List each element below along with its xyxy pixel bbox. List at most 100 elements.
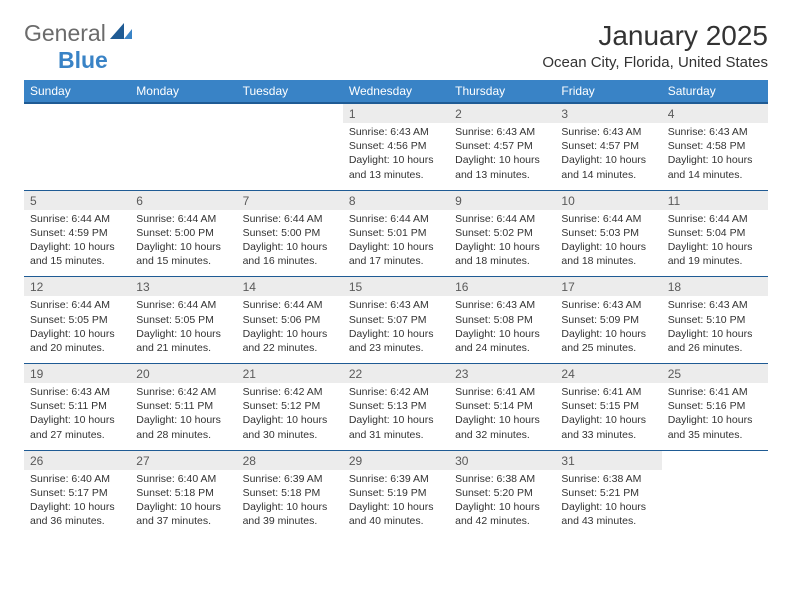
sunset-line: Sunset: 5:15 PM <box>561 399 655 413</box>
sunset-line: Sunset: 5:17 PM <box>30 486 124 500</box>
header: GeneralBlue January 2025 Ocean City, Flo… <box>24 20 768 74</box>
daylight-line: Daylight: 10 hours and 14 minutes. <box>668 153 762 181</box>
date-number: 18 <box>668 280 681 294</box>
details-cell: Sunrise: 6:43 AMSunset: 4:57 PMDaylight:… <box>449 123 555 190</box>
sunset-line: Sunset: 5:16 PM <box>668 399 762 413</box>
date-number: 11 <box>668 194 680 208</box>
date-row: 567891011 <box>24 190 768 210</box>
date-cell <box>24 103 130 123</box>
daylight-line: Daylight: 10 hours and 36 minutes. <box>30 500 124 528</box>
date-row: 12 3 4 <box>24 103 768 123</box>
month-title: January 2025 <box>542 20 768 52</box>
sunrise-line: Sunrise: 6:41 AM <box>455 385 549 399</box>
date-number: 2 <box>455 107 462 121</box>
daylight-line: Daylight: 10 hours and 27 minutes. <box>30 413 124 441</box>
sunrise-line: Sunrise: 6:42 AM <box>349 385 443 399</box>
date-cell <box>130 103 236 123</box>
daylight-line: Daylight: 10 hours and 18 minutes. <box>455 240 549 268</box>
sunrise-line: Sunrise: 6:44 AM <box>243 298 337 312</box>
details-cell: Sunrise: 6:44 AMSunset: 5:00 PMDaylight:… <box>237 210 343 277</box>
sunset-line: Sunset: 5:20 PM <box>455 486 549 500</box>
daylight-line: Daylight: 10 hours and 18 minutes. <box>561 240 655 268</box>
date-cell <box>662 450 768 470</box>
sunset-line: Sunset: 5:02 PM <box>455 226 549 240</box>
details-cell: Sunrise: 6:40 AMSunset: 5:18 PMDaylight:… <box>130 470 236 537</box>
details-cell: Sunrise: 6:44 AMSunset: 5:00 PMDaylight:… <box>130 210 236 277</box>
details-cell: Sunrise: 6:44 AMSunset: 4:59 PMDaylight:… <box>24 210 130 277</box>
daylight-line: Daylight: 10 hours and 28 minutes. <box>136 413 230 441</box>
date-number: 30 <box>455 454 468 468</box>
date-row: 19202122232425 <box>24 364 768 384</box>
date-cell: 26 <box>24 450 130 470</box>
daylight-line: Daylight: 10 hours and 31 minutes. <box>349 413 443 441</box>
details-cell: Sunrise: 6:44 AMSunset: 5:03 PMDaylight:… <box>555 210 661 277</box>
sunset-line: Sunset: 4:56 PM <box>349 139 443 153</box>
sunset-line: Sunset: 5:14 PM <box>455 399 549 413</box>
sunrise-line: Sunrise: 6:44 AM <box>136 298 230 312</box>
sunset-line: Sunset: 5:19 PM <box>349 486 443 500</box>
date-number: 4 <box>668 107 675 121</box>
daylight-line: Daylight: 10 hours and 37 minutes. <box>136 500 230 528</box>
sunrise-line: Sunrise: 6:44 AM <box>455 212 549 226</box>
daylight-line: Daylight: 10 hours and 40 minutes. <box>349 500 443 528</box>
sunrise-line: Sunrise: 6:43 AM <box>455 125 549 139</box>
date-cell <box>237 103 343 123</box>
date-cell: 31 <box>555 450 661 470</box>
date-cell: 18 <box>662 277 768 297</box>
details-cell <box>237 123 343 190</box>
details-cell: Sunrise: 6:42 AMSunset: 5:12 PMDaylight:… <box>237 383 343 450</box>
date-number: 22 <box>349 367 362 381</box>
sunset-line: Sunset: 4:57 PM <box>561 139 655 153</box>
details-cell: Sunrise: 6:41 AMSunset: 5:15 PMDaylight:… <box>555 383 661 450</box>
date-cell: 24 <box>555 364 661 384</box>
daylight-line: Daylight: 10 hours and 30 minutes. <box>243 413 337 441</box>
sunrise-line: Sunrise: 6:43 AM <box>349 298 443 312</box>
date-number: 25 <box>668 367 681 381</box>
daylight-line: Daylight: 10 hours and 42 minutes. <box>455 500 549 528</box>
date-cell: 9 <box>449 190 555 210</box>
date-number: 29 <box>349 454 362 468</box>
details-cell: Sunrise: 6:43 AMSunset: 5:11 PMDaylight:… <box>24 383 130 450</box>
date-cell: 12 <box>24 277 130 297</box>
date-row: 262728293031 <box>24 450 768 470</box>
details-cell: Sunrise: 6:42 AMSunset: 5:13 PMDaylight:… <box>343 383 449 450</box>
details-cell: Sunrise: 6:43 AMSunset: 4:57 PMDaylight:… <box>555 123 661 190</box>
date-cell: 3 <box>555 103 661 123</box>
details-row: Sunrise: 6:44 AMSunset: 4:59 PMDaylight:… <box>24 210 768 277</box>
date-number: 14 <box>243 280 256 294</box>
day-header-row: SundayMondayTuesdayWednesdayThursdayFrid… <box>24 80 768 103</box>
calendar-table: SundayMondayTuesdayWednesdayThursdayFrid… <box>24 80 768 536</box>
date-cell: 21 <box>237 364 343 384</box>
details-row: Sunrise: 6:44 AMSunset: 5:05 PMDaylight:… <box>24 296 768 363</box>
sunset-line: Sunset: 4:57 PM <box>455 139 549 153</box>
date-cell: 2 <box>449 103 555 123</box>
details-row: Sunrise: 6:43 AMSunset: 5:11 PMDaylight:… <box>24 383 768 450</box>
details-cell: Sunrise: 6:43 AMSunset: 5:10 PMDaylight:… <box>662 296 768 363</box>
date-number: 8 <box>349 194 356 208</box>
date-cell: 16 <box>449 277 555 297</box>
daylight-line: Daylight: 10 hours and 22 minutes. <box>243 327 337 355</box>
sunrise-line: Sunrise: 6:44 AM <box>243 212 337 226</box>
date-cell: 7 <box>237 190 343 210</box>
logo: GeneralBlue <box>24 20 132 74</box>
sunset-line: Sunset: 5:10 PM <box>668 313 762 327</box>
sunrise-line: Sunrise: 6:40 AM <box>30 472 124 486</box>
date-cell: 1 <box>343 103 449 123</box>
sunrise-line: Sunrise: 6:43 AM <box>561 125 655 139</box>
sunset-line: Sunset: 5:01 PM <box>349 226 443 240</box>
daylight-line: Daylight: 10 hours and 16 minutes. <box>243 240 337 268</box>
daylight-line: Daylight: 10 hours and 23 minutes. <box>349 327 443 355</box>
date-number: 3 <box>561 107 568 121</box>
date-cell: 8 <box>343 190 449 210</box>
day-header: Thursday <box>449 80 555 103</box>
date-number: 21 <box>243 367 256 381</box>
sunrise-line: Sunrise: 6:43 AM <box>668 125 762 139</box>
details-cell: Sunrise: 6:44 AMSunset: 5:02 PMDaylight:… <box>449 210 555 277</box>
daylight-line: Daylight: 10 hours and 33 minutes. <box>561 413 655 441</box>
page: GeneralBlue January 2025 Ocean City, Flo… <box>0 0 792 556</box>
logo-text-2: Blue <box>58 47 108 73</box>
details-cell: Sunrise: 6:41 AMSunset: 5:14 PMDaylight:… <box>449 383 555 450</box>
date-number: 31 <box>561 454 574 468</box>
sunrise-line: Sunrise: 6:44 AM <box>561 212 655 226</box>
daylight-line: Daylight: 10 hours and 43 minutes. <box>561 500 655 528</box>
